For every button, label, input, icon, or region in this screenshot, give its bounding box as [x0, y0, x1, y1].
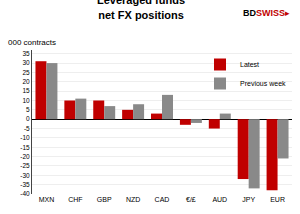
svg-text:CHF: CHF — [68, 196, 82, 203]
svg-text:EUR: EUR — [270, 196, 285, 203]
svg-text:10: 10 — [22, 97, 30, 104]
svg-text:-25: -25 — [20, 162, 30, 169]
svg-text:5: 5 — [26, 106, 30, 113]
svg-text:-30: -30 — [20, 172, 30, 179]
svg-text:GBP: GBP — [97, 196, 112, 203]
svg-text:0: 0 — [26, 115, 30, 122]
svg-text:BDSWISS▸: BDSWISS▸ — [243, 8, 290, 18]
svg-text:15: 15 — [22, 87, 30, 94]
svg-text:30: 30 — [22, 59, 30, 66]
svg-text:20: 20 — [22, 78, 30, 85]
svg-text:Leveraged fundsnet FX position: Leveraged fundsnet FX positions — [97, 0, 185, 21]
svg-text:-10: -10 — [20, 134, 30, 141]
svg-text:-40: -40 — [20, 190, 30, 197]
svg-text:-35: -35 — [20, 181, 30, 188]
svg-text:AUD: AUD — [212, 196, 227, 203]
svg-text:25: 25 — [22, 69, 30, 76]
svg-text:-20: -20 — [20, 153, 30, 160]
svg-text:Previous week: Previous week — [240, 80, 286, 87]
svg-text:€/£: €/£ — [186, 196, 196, 203]
svg-text:CAD: CAD — [155, 196, 170, 203]
svg-text:-5: -5 — [24, 125, 30, 132]
svg-text:000 contracts: 000 contracts — [8, 38, 56, 47]
svg-text:-15: -15 — [20, 144, 30, 151]
svg-text:Latest: Latest — [240, 61, 259, 68]
svg-text:JPY: JPY — [242, 196, 255, 203]
svg-text:35: 35 — [22, 50, 30, 57]
svg-text:NZD: NZD — [126, 196, 140, 203]
svg-text:MXN: MXN — [39, 196, 55, 203]
